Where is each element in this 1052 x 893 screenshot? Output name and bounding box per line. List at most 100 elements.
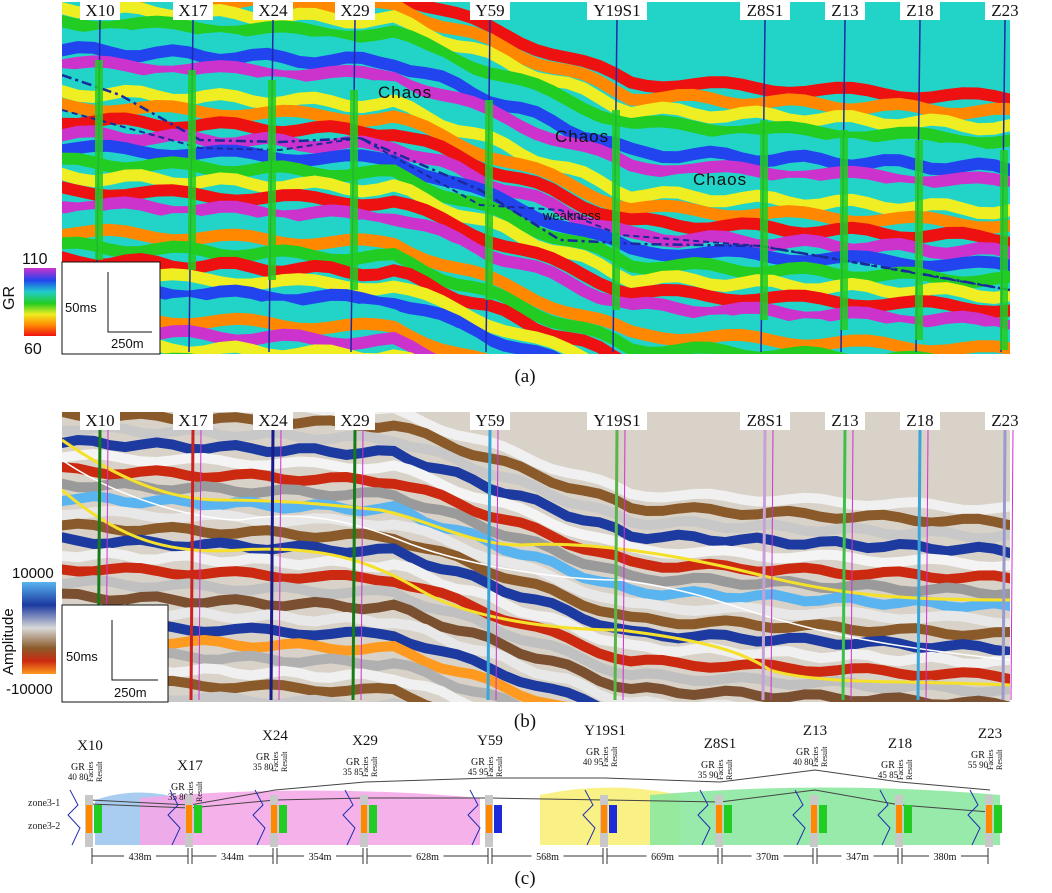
- well-trajectory: [841, 429, 847, 701]
- result-header: Result: [370, 756, 379, 777]
- result-column: [369, 805, 377, 833]
- result-column: [819, 805, 827, 833]
- gr-curve: [877, 789, 891, 846]
- well-label-bg: [587, 412, 647, 430]
- panel-b-label: (b): [514, 711, 536, 732]
- gr-curve: [167, 789, 181, 846]
- distance-marker: 380m: [901, 848, 989, 864]
- gr-header: GR: [71, 762, 85, 773]
- well-name: X10: [77, 738, 103, 754]
- well-label-text: Y59: [475, 411, 504, 430]
- gr-range: 40 95: [583, 757, 604, 767]
- well-log-curve: [770, 429, 774, 701]
- gr-curve: [467, 789, 481, 846]
- facies-column: [186, 805, 192, 833]
- seismic-band: [62, 112, 1010, 249]
- seismic-band: [62, 532, 1010, 657]
- facies-column: [986, 805, 992, 833]
- seismic-band: [62, 658, 473, 702]
- well-label-bg: [900, 412, 940, 430]
- well-label-bg: [740, 412, 790, 430]
- distance-marker: 669m: [606, 848, 719, 864]
- well-label-z18: Z18: [900, 1, 940, 20]
- seismic-band: [62, 588, 1010, 702]
- facies-header: Facies: [811, 747, 820, 767]
- seismic-band: [62, 55, 1010, 189]
- well-trajectory: [916, 429, 922, 701]
- gr-header: GR: [701, 760, 715, 771]
- panel-b-scale-time: 50ms: [66, 649, 98, 664]
- well-label-x24: X24: [253, 1, 293, 20]
- well-label-b-x10: X10: [80, 411, 120, 430]
- seismic-band: [62, 196, 1010, 333]
- well-label-b-z18: Z18: [900, 411, 940, 430]
- well-label-bg: [173, 412, 213, 430]
- well-label-text: Z13: [831, 1, 858, 20]
- facies-column: [271, 805, 277, 833]
- result-column: [724, 805, 732, 833]
- well-label-b-z8s1: Z8S1: [740, 411, 790, 430]
- gr-curve: [792, 789, 806, 846]
- seismic-band: [62, 280, 562, 354]
- well-label-text: Z8S1: [747, 411, 784, 430]
- gr-colorbar-max: 110: [22, 251, 48, 268]
- well-label-text: X10: [85, 411, 114, 430]
- well-log-curve: [495, 429, 499, 701]
- result-column: [194, 805, 202, 833]
- gr-range: 45 85: [878, 770, 899, 780]
- gr-range: 55 90: [968, 760, 989, 770]
- result-column: [994, 805, 1002, 833]
- amplitude-colorbar-label: Amplitude: [0, 608, 17, 675]
- well-facies-column: [915, 140, 923, 340]
- panel-b-scale-distance: 250m: [114, 685, 147, 700]
- facies-header: Facies: [986, 750, 995, 770]
- well-name: X24: [262, 728, 288, 744]
- seismic-band: [394, 2, 1010, 106]
- gr-range: 35 80: [168, 792, 189, 802]
- panel-a: X10 X17 X24 X29 Y59 Y19S1 Z8S1 Z13 Z18 Z23 Chaos …: [1, 1, 1025, 387]
- well-log-curve: [360, 429, 364, 701]
- well-label-text: Y59: [475, 1, 504, 20]
- well-name: Z13: [803, 723, 827, 739]
- well-label-y59: Y59: [470, 1, 510, 20]
- well-label-z8s1: Z8S1: [740, 1, 790, 20]
- well-label-text: X24: [258, 411, 288, 430]
- panel-a-scale-box: [61, 261, 161, 355]
- distance-label-bg: [751, 850, 784, 862]
- well-name: Z18: [888, 736, 912, 752]
- facies-column: [601, 805, 607, 833]
- well-facies-column: [612, 110, 620, 310]
- well-label-x29: X29: [335, 1, 375, 20]
- result-header: Result: [725, 759, 734, 780]
- gr-header: GR: [256, 752, 270, 763]
- well-trajectory: [189, 429, 195, 701]
- distance-label: 344m: [221, 852, 244, 863]
- distance-label: 380m: [934, 852, 957, 863]
- distance-label: 354m: [309, 852, 332, 863]
- result-header: Result: [995, 749, 1004, 770]
- horizon-yellow-top: [62, 438, 1010, 602]
- seismic-band: [62, 631, 569, 702]
- distance-label-bg: [304, 850, 336, 862]
- facies-header: Facies: [716, 760, 725, 780]
- result-header: Result: [95, 761, 104, 782]
- panel-a-label: (a): [514, 366, 535, 387]
- seismic-band: [62, 251, 623, 354]
- seismic-band: [62, 139, 1010, 273]
- seismic-band: [62, 181, 1010, 318]
- gr-header: GR: [586, 747, 600, 758]
- distance-marker: 628m: [366, 848, 489, 864]
- distance-label-bg: [216, 850, 249, 862]
- seismic-band: [62, 334, 415, 354]
- gr-range: 35 85: [343, 767, 364, 777]
- gr-curve: [342, 789, 356, 846]
- panel-a-wells: X10 X17 X24 X29 Y59 Y19S1 Z8S1 Z13 Z18 Z23: [80, 1, 1025, 353]
- gr-header: GR: [796, 747, 810, 758]
- gr-header: GR: [171, 782, 185, 793]
